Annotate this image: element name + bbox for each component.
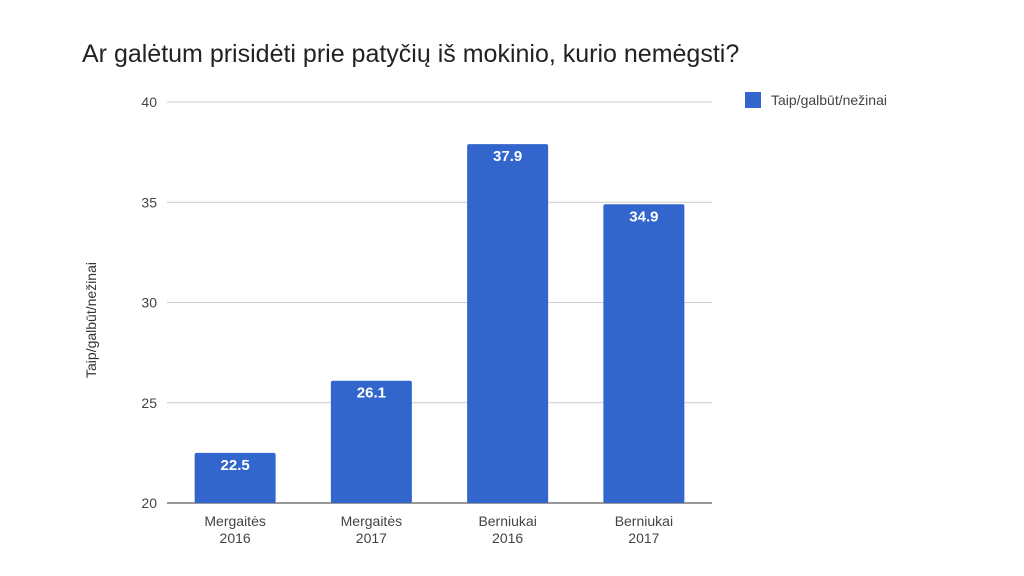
y-tick-label: 20 <box>141 495 157 511</box>
x-tick-label: Berniukai <box>478 513 536 529</box>
bar <box>467 144 549 504</box>
y-tick-label: 35 <box>141 194 157 210</box>
bar <box>194 452 276 503</box>
x-tick-label: 2017 <box>356 530 387 546</box>
x-tick-label: 2016 <box>492 530 523 546</box>
bar-data-label: 22.5 <box>221 457 250 474</box>
y-tick-label: 30 <box>141 295 157 311</box>
bar <box>603 204 685 503</box>
y-axis-ticks: 20 25 30 35 40 <box>141 94 157 511</box>
y-tick-label: 40 <box>141 94 157 110</box>
x-tick-label: Mergaitės <box>341 513 402 529</box>
bar-data-label: 37.9 <box>493 148 522 165</box>
bar-data-label: 26.1 <box>357 385 386 402</box>
chart-title: Ar galėtum prisidėti prie patyčių iš mok… <box>82 40 740 68</box>
bar-data-label: 34.9 <box>629 208 658 225</box>
legend: Taip/galbūt/nežinai <box>745 92 887 108</box>
x-tick-label: Mergaitės <box>204 513 265 529</box>
y-axis-label: Taip/galbūt/nežinai <box>83 262 99 378</box>
legend-label: Taip/galbūt/nežinai <box>771 92 887 108</box>
x-tick-label: Berniukai <box>615 513 673 529</box>
x-tick-label: 2017 <box>628 530 659 546</box>
bar <box>330 380 412 503</box>
bars: 22.5 26.1 37.9 34.9 <box>194 144 685 504</box>
x-tick-label: 2016 <box>220 530 251 546</box>
x-axis-ticks: Mergaitės2016Mergaitės2017Berniukai2016B… <box>204 513 673 546</box>
y-tick-label: 25 <box>141 395 157 411</box>
legend-swatch <box>745 92 761 108</box>
